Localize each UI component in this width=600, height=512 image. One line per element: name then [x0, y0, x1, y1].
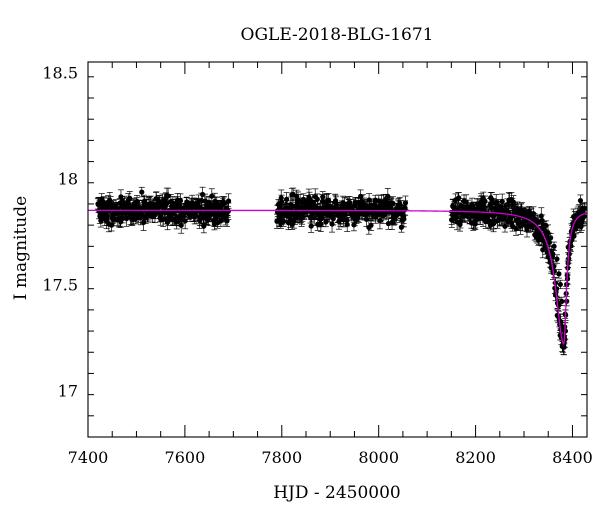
- data-point: [499, 198, 505, 204]
- data-point: [323, 219, 329, 225]
- data-point: [308, 223, 314, 229]
- data-point: [351, 222, 357, 228]
- data-point: [502, 223, 508, 229]
- data-point: [283, 196, 290, 202]
- x-tick-label: 8400: [552, 448, 593, 467]
- data-point: [330, 216, 336, 222]
- data-point: [344, 221, 350, 228]
- x-tick-label: 8000: [358, 448, 399, 467]
- data-point: [177, 198, 184, 204]
- chart-title: OGLE-2018-BLG-1671: [241, 25, 434, 45]
- y-tick-label: 18: [58, 170, 78, 189]
- x-tick-label: 8200: [455, 448, 496, 467]
- data-point: [108, 222, 115, 228]
- data-point: [482, 198, 488, 205]
- x-axis-label: HJD - 2450000: [273, 483, 401, 503]
- data-point: [377, 218, 383, 224]
- data-point: [472, 221, 478, 227]
- data-point: [318, 215, 325, 222]
- data-point: [557, 281, 563, 288]
- data-point: [456, 195, 462, 201]
- data-point: [554, 256, 560, 262]
- data-point: [402, 200, 409, 206]
- data-point: [202, 198, 208, 204]
- data-point: [538, 213, 544, 219]
- data-point: [550, 251, 556, 257]
- data-point: [139, 189, 145, 195]
- data-point: [556, 271, 562, 277]
- x-tick-label: 7400: [68, 448, 109, 467]
- data-point: [278, 199, 285, 205]
- data-point: [209, 193, 215, 199]
- data-point: [540, 222, 546, 228]
- data-point: [329, 221, 335, 227]
- data-point: [177, 202, 183, 209]
- y-axis-label: I magnitude: [11, 196, 31, 300]
- y-tick-label: 17: [58, 381, 78, 400]
- x-tick-label: 7600: [165, 448, 206, 467]
- y-tick-label: 17.5: [42, 275, 78, 294]
- x-tick-label: 7800: [261, 448, 302, 467]
- data-point: [559, 298, 565, 305]
- y-tick-label: 18.5: [42, 64, 78, 83]
- data-point: [390, 200, 396, 206]
- data-point: [510, 199, 516, 205]
- plot-frame: [87, 61, 588, 438]
- data-point: [551, 243, 557, 249]
- data-point: [127, 195, 133, 201]
- data-point: [577, 197, 584, 204]
- data-point: [225, 208, 231, 214]
- model-curve: [88, 209, 588, 345]
- data-point: [368, 222, 374, 228]
- plot-area: 7400 7600 7800 8000 8200 8400 17 17.5 18 18.5: [42, 61, 593, 467]
- data-point: [314, 196, 320, 202]
- data-point: [401, 216, 407, 222]
- data-point: [548, 235, 554, 241]
- data-point: [581, 205, 588, 211]
- data-point: [225, 198, 232, 204]
- data-point: [281, 218, 287, 224]
- data-point: [320, 194, 326, 200]
- data-point: [366, 197, 372, 203]
